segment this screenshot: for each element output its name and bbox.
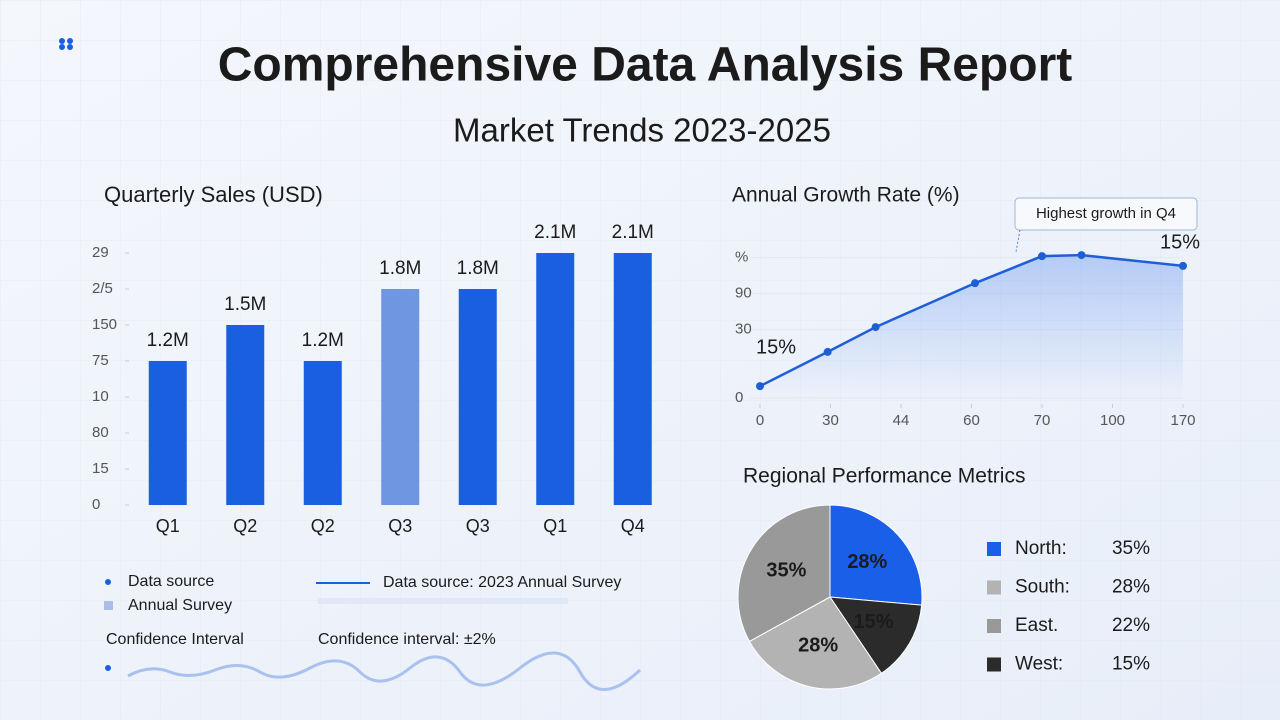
bar [226, 325, 265, 505]
value-label: 1.8M [379, 258, 421, 279]
legend-swatch [987, 657, 1001, 672]
y-tick-label: 0 [92, 496, 100, 513]
footer-marker [105, 665, 111, 671]
value-label: 2.1M [612, 222, 654, 243]
page-title: Comprehensive Data Analysis Report [218, 39, 1073, 92]
legend-value: 22% [1112, 615, 1150, 636]
y-tick-label: 80 [92, 424, 109, 441]
y-tick-label: 15 [92, 460, 109, 477]
x-tick-label: 44 [893, 412, 910, 429]
bar [458, 289, 497, 505]
legend-label: South: [1015, 577, 1070, 598]
point [823, 347, 832, 356]
chart-title: Annual Growth Rate (%) [732, 184, 960, 207]
x-tick-label: 0 [756, 412, 764, 429]
footer-text: Data source: 2023 Annual Survey [383, 574, 621, 591]
slice-label: 35% [766, 560, 806, 582]
pie-slice [828, 596, 923, 674]
slice-label: 28% [798, 634, 838, 656]
area [760, 255, 1183, 398]
x-tick-label: 100 [1100, 412, 1125, 429]
slice-label: 15% [854, 611, 894, 633]
footer: Data source Annual Survey Confidence Int… [104, 573, 642, 691]
x-tick-label: 70 [1034, 412, 1051, 429]
legend-swatch [987, 580, 1001, 595]
y-tick-label: 10 [92, 388, 109, 405]
x-tick-label: 170 [1170, 412, 1195, 429]
legend-value: 28% [1112, 577, 1150, 598]
bar [381, 289, 420, 505]
footer-marker [104, 601, 113, 610]
y-tick-label: 2/5 [92, 280, 113, 297]
y-tick-label: 90 [735, 285, 752, 302]
legend-value: 35% [1112, 538, 1150, 559]
value-label: 1.8M [457, 258, 499, 279]
legend-label: West: [1015, 654, 1063, 675]
y-tick-label: 75 [92, 352, 109, 369]
slice-label: 28% [847, 551, 887, 573]
callout-box [1014, 197, 1198, 231]
chart-title: Regional Performance Metrics [743, 465, 1025, 488]
footer-wave [127, 651, 642, 691]
x-tick-label: Q3 [466, 516, 490, 536]
y-tick-label: 150 [92, 316, 117, 333]
footer-text: Annual Survey [128, 597, 232, 614]
value-label: 2.1M [534, 222, 576, 243]
footer-text: Data source [128, 573, 214, 590]
value-label: 1.5M [224, 294, 266, 315]
x-tick-label: 60 [963, 412, 980, 429]
legend-swatch [987, 542, 1001, 556]
point [1179, 261, 1187, 270]
y-tick-label: 30 [735, 321, 752, 338]
value-label: 1.2M [147, 330, 189, 351]
legend-swatch [987, 619, 1001, 633]
y-tick-label: 0 [735, 389, 743, 406]
x-tick-label: Q1 [156, 516, 180, 536]
y-tick-label: % [735, 249, 748, 266]
point [1038, 252, 1046, 261]
y-tick-label: 29 [92, 244, 109, 261]
bar [148, 361, 187, 505]
x-tick-label: Q3 [388, 516, 412, 536]
footer-band [318, 598, 568, 604]
bar [536, 253, 575, 505]
footer-text: Confidence Interval [106, 631, 244, 648]
legend-label: North: [1015, 538, 1067, 559]
legend-label: East. [1015, 615, 1058, 636]
x-tick-label: 30 [822, 412, 839, 429]
callout-text: Highest growth in Q4 [1036, 205, 1176, 222]
bar [303, 361, 342, 505]
point [1077, 251, 1086, 260]
pie-slice [829, 504, 923, 606]
chart-title: Quarterly Sales (USD) [104, 182, 323, 207]
x-tick-label: Q2 [233, 516, 257, 536]
logo [59, 38, 73, 50]
point [756, 382, 764, 391]
point [971, 279, 980, 288]
legend-value: 15% [1112, 654, 1150, 675]
point [871, 323, 880, 332]
value-label: 1.2M [302, 330, 344, 351]
x-tick-label: Q1 [543, 516, 567, 536]
bar [613, 253, 652, 505]
x-tick-label: Q4 [621, 516, 645, 536]
callout: Highest growth in Q4 [1014, 197, 1198, 253]
pie-slice [737, 504, 831, 643]
pie-slice [748, 596, 883, 690]
footer-marker [105, 579, 111, 585]
x-tick-label: Q2 [311, 516, 335, 536]
annotation: 15% [756, 336, 796, 358]
page-subtitle: Market Trends 2023-2025 [453, 112, 831, 149]
footer-text: Confidence interval: ±2% [318, 631, 496, 648]
annotation: 15% [1160, 231, 1200, 253]
